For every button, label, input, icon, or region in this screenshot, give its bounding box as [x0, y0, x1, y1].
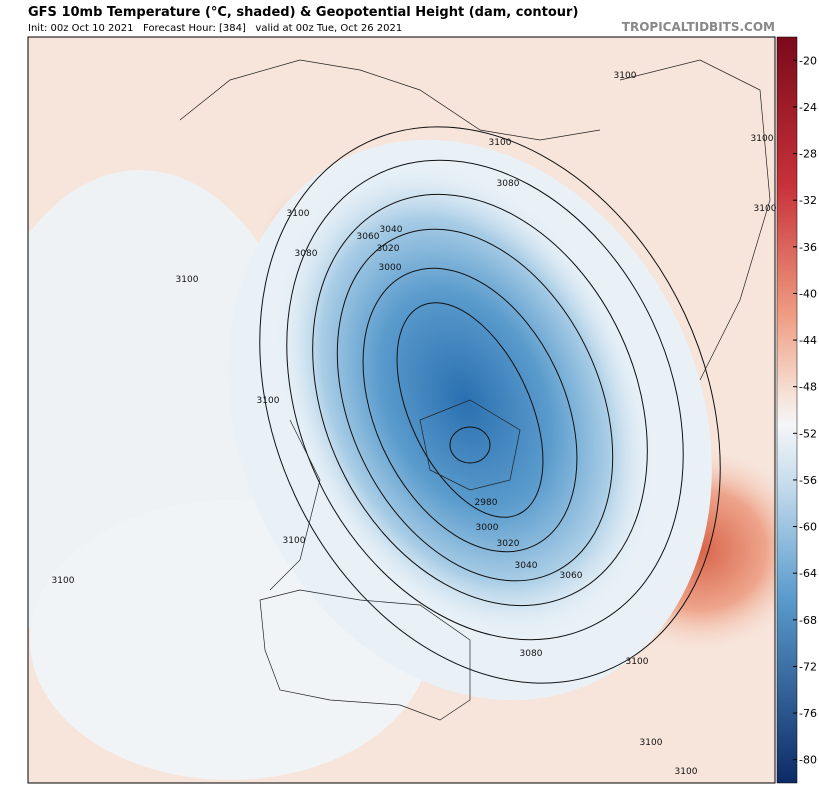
colorbar-tick-label: -68: [799, 614, 817, 627]
contour-label: 3100: [257, 396, 280, 406]
contour-label: 3100: [283, 536, 306, 546]
map: [28, 37, 775, 783]
contour-label: 3060: [357, 232, 380, 242]
colorbar-tick-label: -72: [799, 660, 817, 673]
contour-label: 3020: [497, 539, 520, 549]
contour-label: 3100: [640, 738, 663, 748]
contour-label: 3080: [295, 249, 318, 259]
colorbar-tick-label: -44: [799, 334, 817, 347]
colorbar-tick-label: -28: [799, 148, 817, 161]
colorbar-tick-label: -36: [799, 241, 817, 254]
contour-label: 3080: [520, 649, 543, 659]
contour-label: 3040: [380, 225, 403, 235]
contours: [259, 126, 721, 684]
contour-label: 3100: [675, 767, 698, 777]
colorbar-tick-label: -80: [799, 754, 817, 767]
map-frame: [27, 36, 776, 784]
colorbar-tick-label: -76: [799, 707, 817, 720]
colorbar: [776, 36, 798, 784]
title: GFS 10mb Temperature (°C, shaded) & Geop…: [28, 5, 578, 20]
contour-label: 3100: [754, 204, 777, 214]
colorbar-tick-label: -24: [799, 101, 817, 114]
contour-label: 3080: [497, 179, 520, 189]
contour-label: 3060: [560, 571, 583, 581]
colorbar-tick-label: -56: [799, 474, 817, 487]
colorbar-tick-label: -20: [799, 54, 817, 67]
contour-label: 3100: [751, 134, 774, 144]
contour-label: 3020: [377, 244, 400, 254]
contour-label: 3000: [476, 523, 499, 533]
coastlines: [179, 59, 771, 721]
colorbar-tick-label: -52: [799, 427, 817, 440]
contour-label: 3100: [614, 71, 637, 81]
contour-label: 3100: [489, 138, 512, 148]
contour-label: 3100: [287, 209, 310, 219]
contour-label: 3000: [379, 263, 402, 273]
source: TROPICALTIDBITS.COM: [622, 20, 775, 34]
subtitle: Init: 00z Oct 10 2021 Forecast Hour: [38…: [28, 23, 402, 34]
contour-label: 3100: [626, 657, 649, 667]
colorbar-tick-label: -48: [799, 381, 817, 394]
colorbar-tick-label: -60: [799, 521, 817, 534]
colorbar-tick-label: -64: [799, 567, 817, 580]
contour-label: 3100: [52, 576, 75, 586]
contour-label: 3100: [176, 275, 199, 285]
contour-label: 2980: [475, 498, 498, 508]
colorbar-tick-label: -32: [799, 194, 817, 207]
contour-label: 3040: [515, 561, 538, 571]
colorbar-tick-label: -40: [799, 287, 817, 300]
